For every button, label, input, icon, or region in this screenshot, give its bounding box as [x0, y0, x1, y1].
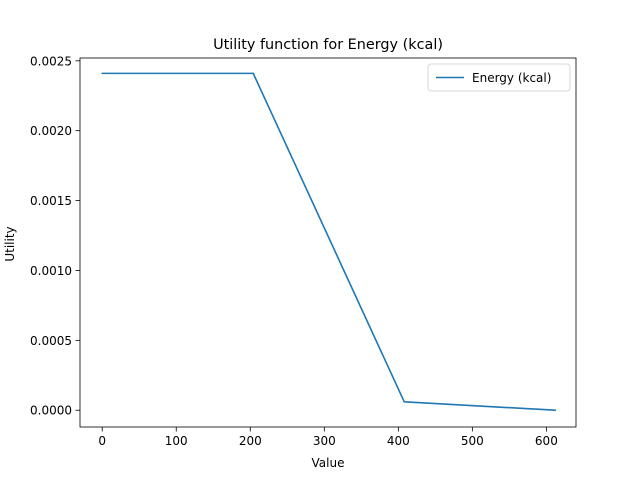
x-axis-label: Value	[312, 456, 345, 470]
plot-area: 0 100 200 300 400 500 600 0.0000 0.0005 0.0010 0.0…	[30, 54, 577, 448]
x-tick-label: 400	[387, 434, 410, 448]
x-tick-label: 100	[165, 434, 188, 448]
chart-title: Utility function for Energy (kcal)	[213, 37, 443, 53]
y-tick-label: 0.0005	[30, 334, 72, 348]
axes-frame	[79, 57, 577, 428]
legend-box	[427, 63, 571, 92]
data-point	[554, 409, 557, 412]
legend: Energy (kcal)	[427, 63, 571, 92]
y-tick-label: 0.0010	[30, 264, 72, 278]
data-point	[101, 72, 104, 75]
y-tick-label: 0.0025	[30, 54, 72, 68]
x-tick-label: 500	[461, 434, 484, 448]
y-tick-label: 0.0020	[30, 124, 72, 138]
series-line-0	[102, 72, 556, 412]
y-tick-label: 0.0000	[30, 404, 72, 418]
data-point	[252, 72, 255, 75]
x-tick-label: 600	[535, 434, 558, 448]
x-tick-label: 300	[313, 434, 336, 448]
y-tick-label: 0.0015	[30, 194, 72, 208]
x-tick-label: 0	[98, 434, 106, 448]
legend-label: Energy (kcal)	[472, 71, 551, 85]
y-axis-label: Utility	[3, 226, 17, 261]
data-point	[403, 401, 406, 403]
x-tick-label: 200	[239, 434, 262, 448]
